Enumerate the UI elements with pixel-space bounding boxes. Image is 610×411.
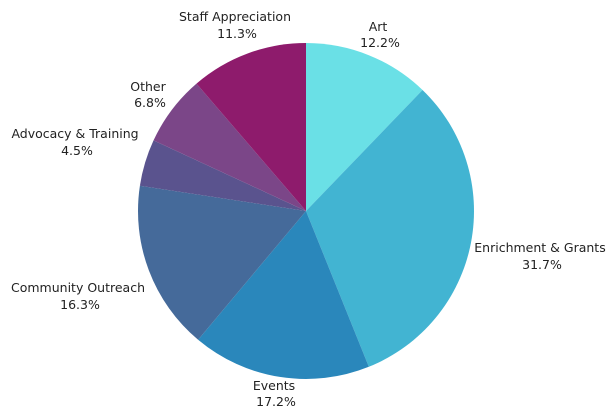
- label-community-outreach: Community Outreach 16.3%: [11, 280, 149, 312]
- label-other-value: 6.8%: [134, 95, 166, 110]
- label-other: Other 6.8%: [130, 79, 169, 110]
- label-art: Art 12.2%: [360, 19, 400, 50]
- label-staff-appreciation-name: Staff Appreciation: [179, 9, 291, 24]
- pie-slices: [138, 43, 474, 380]
- label-advocacy-training-value: 4.5%: [61, 143, 93, 158]
- pie-slice-enrichment-grants: [306, 89, 474, 367]
- label-community-outreach-value: 16.3%: [60, 297, 100, 312]
- label-enrichment-grants: Enrichment & Grants 31.7%: [474, 240, 609, 272]
- pie-slice-staff-appreciation: [196, 43, 306, 211]
- label-advocacy-training-name: Advocacy & Training: [11, 126, 138, 141]
- label-enrichment-grants-name: Enrichment & Grants: [474, 240, 605, 255]
- label-community-outreach-name: Community Outreach: [11, 280, 145, 295]
- pie-slice-other: [153, 83, 306, 211]
- label-events-value: 17.2%: [256, 394, 296, 409]
- label-art-name: Art: [369, 19, 388, 34]
- label-art-value: 12.2%: [360, 35, 400, 50]
- pie-slice-advocacy-training: [139, 140, 306, 211]
- label-staff-appreciation-value: 11.3%: [217, 26, 257, 41]
- label-events-name: Events: [253, 378, 295, 393]
- label-other-name: Other: [130, 79, 166, 94]
- label-enrichment-grants-value: 31.7%: [522, 257, 562, 272]
- label-advocacy-training: Advocacy & Training 4.5%: [11, 126, 142, 158]
- label-staff-appreciation: Staff Appreciation 11.3%: [179, 9, 295, 41]
- pie-slice-events: [198, 211, 369, 380]
- pie-slice-art: [306, 43, 423, 211]
- pie-slice-community-outreach: [138, 185, 306, 340]
- label-events: Events 17.2%: [253, 378, 299, 409]
